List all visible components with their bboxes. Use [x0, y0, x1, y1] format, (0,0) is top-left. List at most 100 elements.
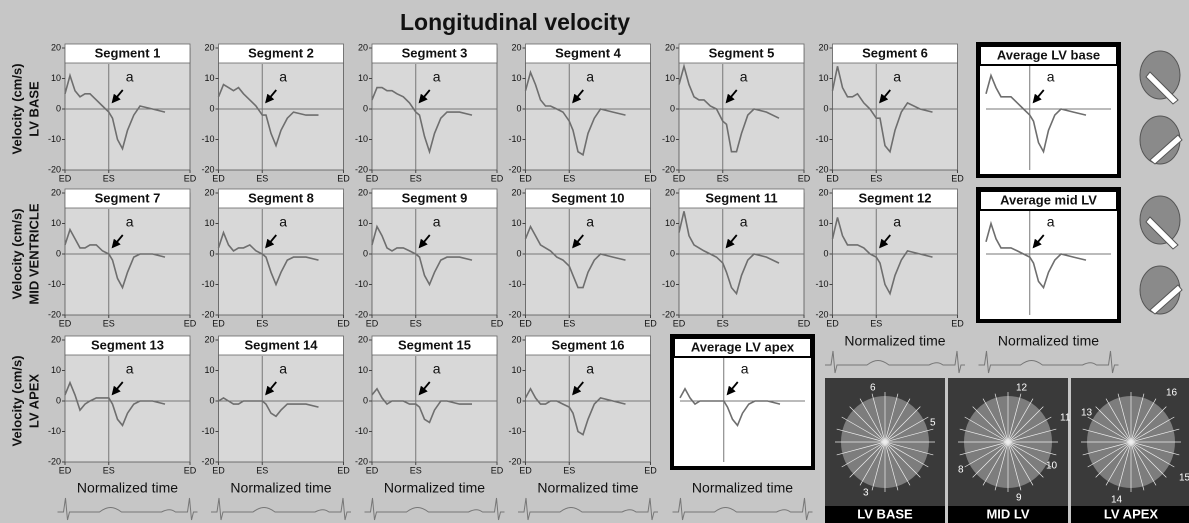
x-tick-label: ED: [184, 465, 197, 475]
annotation-arrow: [572, 89, 584, 104]
echo-ray: [1130, 441, 1167, 478]
echo-segment-number: 9: [1016, 493, 1022, 504]
echo-segment-number: 11: [1060, 413, 1071, 424]
y-tick-label: -20: [355, 309, 368, 319]
echo-ray: [1095, 406, 1132, 443]
y-tick-label: -20: [355, 456, 368, 466]
x-tick-label: ED: [337, 318, 350, 328]
y-tick-label: -10: [662, 134, 675, 144]
x-tick-label: ED: [519, 173, 532, 183]
echo-segment-number: 14: [1111, 495, 1123, 506]
y-tick-label: 20: [204, 187, 214, 197]
y-tick-label: 0: [670, 103, 675, 113]
y-tick-label: 10: [511, 218, 521, 228]
x-tick-label: ES: [103, 173, 115, 183]
echo-ray: [1117, 393, 1132, 443]
echo-ray: [959, 428, 1009, 443]
y-tick-label: -20: [201, 309, 214, 319]
echo-label-bar: [825, 506, 945, 523]
panel-title: Segment 1: [95, 45, 161, 60]
y-tick-label: 20: [51, 42, 61, 52]
row-label: Velocity (cm/s): [9, 63, 24, 154]
row-label: LV BASE: [26, 81, 41, 137]
echo-ray: [1130, 441, 1175, 468]
title-box: [525, 188, 651, 209]
echo-segment-number: 10: [1046, 461, 1058, 472]
x-tick-label: ED: [491, 318, 504, 328]
velocity-curve: [218, 396, 319, 418]
x-tick-label: ED: [59, 318, 72, 328]
echo-segment-number: 15: [1179, 473, 1189, 484]
echo-ray: [1105, 398, 1132, 443]
echo-ray: [859, 441, 886, 486]
y-tick-label: 20: [204, 42, 214, 52]
y-tick-label: -20: [508, 309, 521, 319]
panel-title: Segment 4: [555, 45, 622, 60]
velocity-curve: [371, 86, 473, 155]
echo-ray: [841, 416, 886, 443]
title-box: [371, 43, 498, 64]
annotation: a: [1047, 69, 1055, 85]
title-box: [832, 188, 958, 209]
y-tick-label: -20: [815, 309, 828, 319]
echo-ray: [994, 393, 1009, 443]
annotation: a: [1047, 214, 1055, 230]
echo-label: LV BASE: [857, 506, 913, 521]
panel-title: Segment 10: [552, 190, 625, 205]
panel-title: Average LV apex: [691, 339, 795, 354]
y-tick-label: -20: [662, 164, 675, 174]
annotation: a: [126, 69, 134, 85]
echo-ray: [1130, 441, 1145, 491]
x-tick-label: ES: [410, 173, 422, 183]
velocity-curve: [985, 73, 1087, 154]
x-tick-label: ED: [826, 318, 839, 328]
y-tick-label: 10: [51, 73, 61, 83]
annotation-arrow: [418, 89, 431, 104]
y-tick-label: 0: [56, 248, 61, 258]
annotation-arrow: [418, 234, 431, 249]
y-tick-label: 0: [823, 103, 828, 113]
echo-label-bar: [1071, 506, 1189, 523]
echo-label-bar: [948, 506, 1068, 523]
annotation: a: [586, 69, 594, 85]
y-tick-label: 20: [51, 187, 61, 197]
velocity-curve: [831, 66, 933, 154]
row-label: MID VENTRICLE: [26, 203, 41, 304]
y-tick-label: -20: [201, 456, 214, 466]
x-tick-label: ES: [717, 318, 729, 328]
x-axis-label: Normalized time: [844, 333, 945, 349]
x-tick-label: ES: [256, 173, 268, 183]
y-tick-label: 20: [818, 187, 828, 197]
y-tick-label: 20: [665, 187, 675, 197]
echo-ray: [884, 441, 934, 456]
y-tick-label: 0: [56, 395, 61, 405]
echo-segment-number: 5: [930, 418, 936, 429]
echo-segment-number: 12: [1016, 383, 1028, 394]
y-tick-label: -20: [355, 164, 368, 174]
echo-ray: [1007, 441, 1022, 491]
x-tick-label: ES: [256, 465, 268, 475]
x-tick-label: ED: [826, 173, 839, 183]
y-tick-label: 10: [358, 218, 368, 228]
title-box: [678, 43, 805, 64]
echo-segment-number: 8: [958, 465, 964, 476]
panel-title: Segment 2: [248, 45, 314, 60]
echo-ray: [871, 393, 886, 443]
ecg-trace: [978, 350, 1119, 374]
y-tick-label: 0: [209, 248, 214, 258]
x-tick-label: ES: [870, 173, 882, 183]
x-tick-label: ED: [184, 173, 197, 183]
title-box: [979, 45, 1118, 66]
annotation: a: [893, 69, 901, 85]
annotation: a: [740, 69, 748, 85]
title-box: [371, 188, 498, 209]
velocity-curve: [64, 72, 166, 151]
velocity-curve: [217, 83, 319, 148]
y-tick-label: 20: [818, 42, 828, 52]
x-tick-label: ED: [491, 173, 504, 183]
y-tick-label: -10: [48, 426, 61, 436]
echo-ray: [1130, 406, 1167, 443]
y-tick-label: 10: [204, 365, 214, 375]
x-tick-label: ED: [519, 465, 532, 475]
